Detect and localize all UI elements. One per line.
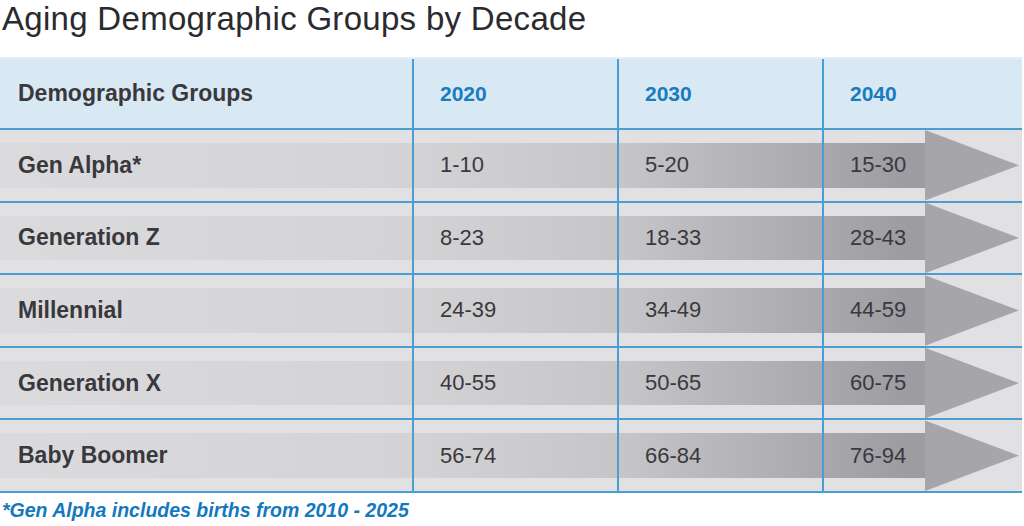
footnote: *Gen Alpha includes births from 2010 - 2… (2, 499, 409, 522)
row-cells: Generation Z 8-23 18-33 28-43 (0, 203, 1022, 274)
column-divider (617, 59, 619, 491)
row-cells: Baby Boomer 56-74 66-84 76-94 (0, 420, 1022, 491)
aging-demographics-infographic: Aging Demographic Groups by Decade Demog… (0, 0, 1024, 526)
table-row-gen-alpha: Gen Alpha* 1-10 5-20 15-30 (0, 128, 1022, 201)
page-title: Aging Demographic Groups by Decade (2, 0, 586, 38)
row-cells: Millennial 24-39 34-49 44-59 (0, 275, 1022, 346)
row-label: Millennial (0, 297, 413, 324)
table-row-generation-z: Generation Z 8-23 18-33 28-43 (0, 201, 1022, 274)
row-label: Gen Alpha* (0, 152, 413, 179)
cell-value-2030: 50-65 (618, 370, 823, 396)
cell-value-2020: 40-55 (413, 370, 618, 396)
row-label: Generation X (0, 370, 413, 397)
cell-value-2020: 56-74 (413, 443, 618, 469)
cell-value-2030: 66-84 (618, 443, 823, 469)
table-row-generation-x: Generation X 40-55 50-65 60-75 (0, 346, 1022, 419)
cell-value-2020: 8-23 (413, 225, 618, 251)
demographics-table: Demographic Groups 2020 2030 2040 Gen Al… (0, 57, 1022, 493)
row-label: Generation Z (0, 224, 413, 251)
column-header-2030: 2030 (618, 82, 823, 106)
column-divider (822, 59, 824, 491)
cell-value-2030: 5-20 (618, 152, 823, 178)
cell-value-2020: 24-39 (413, 297, 618, 323)
table-header-row: Demographic Groups 2020 2030 2040 (0, 59, 1022, 128)
table-row-baby-boomer: Baby Boomer 56-74 66-84 76-94 (0, 418, 1022, 491)
row-cells: Gen Alpha* 1-10 5-20 15-30 (0, 130, 1022, 201)
column-header-2020: 2020 (413, 82, 618, 106)
column-header-2040: 2040 (823, 82, 1022, 106)
column-header-demographic-groups: Demographic Groups (0, 80, 413, 107)
cell-value-2030: 34-49 (618, 297, 823, 323)
cell-value-2030: 18-33 (618, 225, 823, 251)
row-label: Baby Boomer (0, 442, 413, 469)
cell-value-2020: 1-10 (413, 152, 618, 178)
row-cells: Generation X 40-55 50-65 60-75 (0, 348, 1022, 419)
table-row-millennial: Millennial 24-39 34-49 44-59 (0, 273, 1022, 346)
column-divider (412, 59, 414, 491)
